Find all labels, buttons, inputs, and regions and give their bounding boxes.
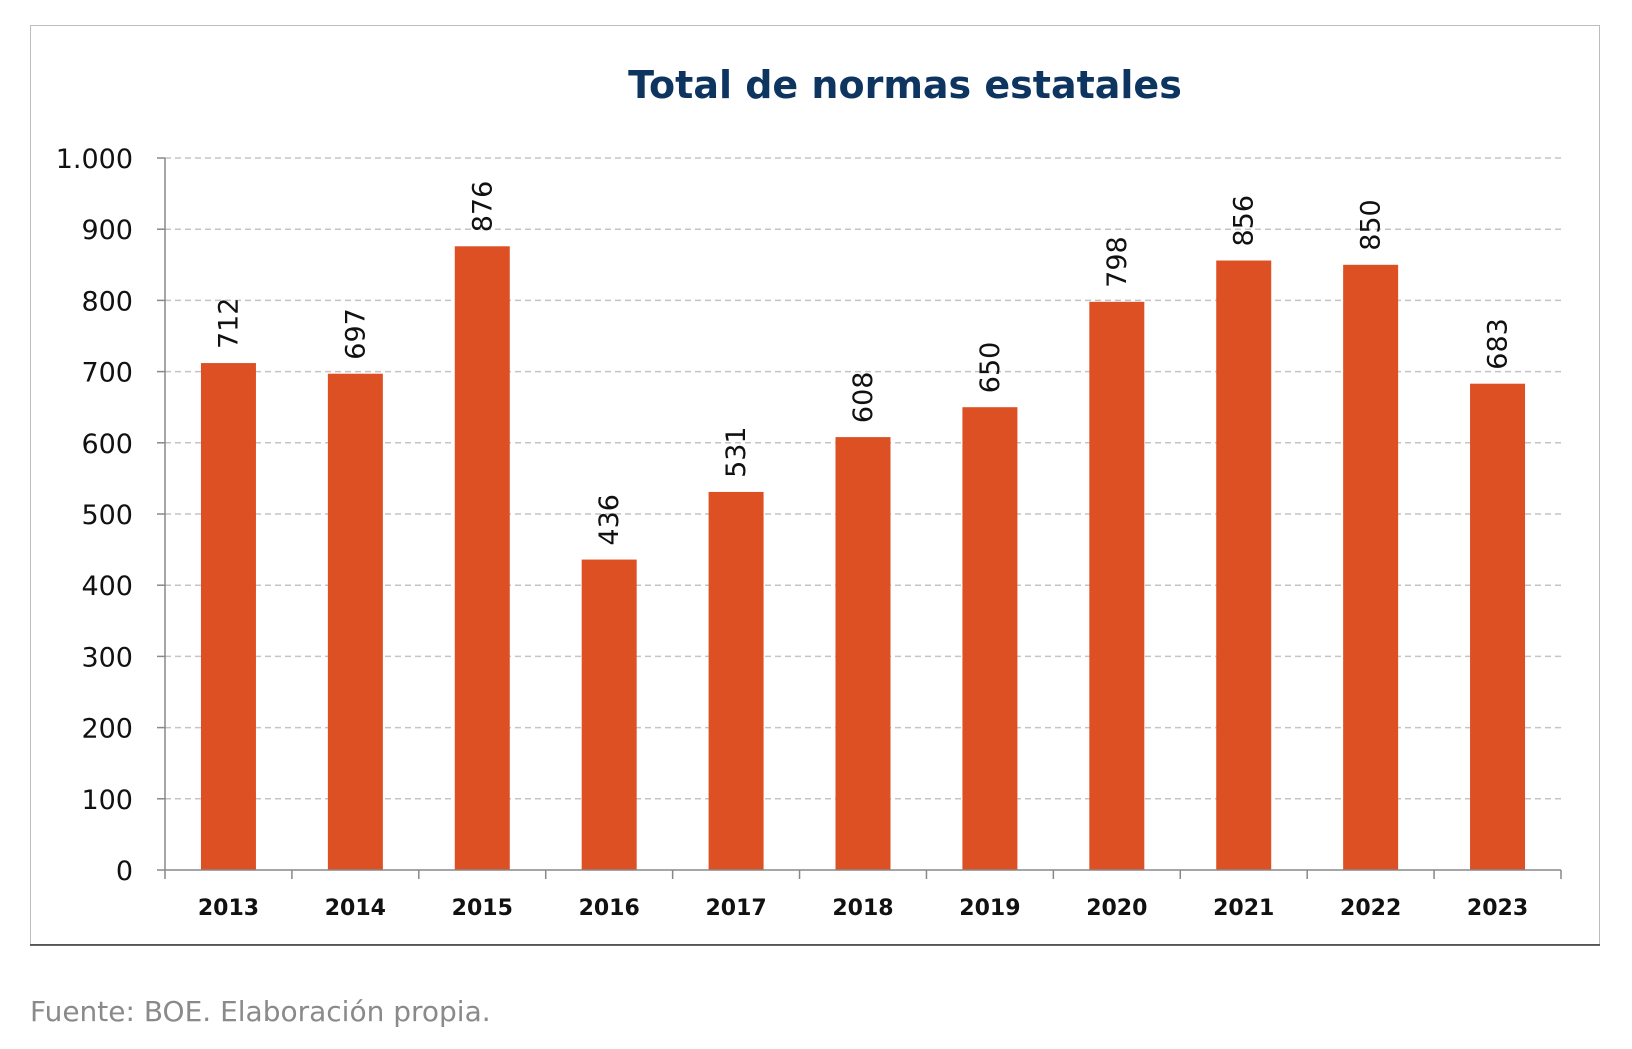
y-tick-label: 300	[81, 642, 133, 673]
data-label: 436	[594, 494, 625, 546]
y-tick-label: 800	[81, 286, 133, 317]
data-label: 876	[467, 181, 498, 233]
data-label: 650	[975, 342, 1006, 394]
y-tick-label: 700	[81, 358, 133, 389]
y-tick-label: 600	[81, 429, 133, 460]
data-label: 712	[213, 298, 244, 350]
data-label: 531	[721, 426, 752, 478]
x-tick-label: 2017	[705, 896, 766, 921]
x-tick-label: 2013	[198, 896, 259, 921]
x-tick-label: 2022	[1340, 896, 1401, 921]
bar	[581, 559, 637, 870]
y-tick-label: 1.000	[56, 144, 133, 175]
data-label: 798	[1102, 236, 1133, 288]
x-tick-label: 2014	[325, 896, 386, 921]
x-tick-label: 2016	[579, 896, 640, 921]
x-tick-label: 2021	[1213, 896, 1274, 921]
data-label: 697	[340, 308, 371, 360]
bar	[835, 437, 891, 870]
x-tick-label: 2018	[832, 896, 893, 921]
bar	[1470, 383, 1526, 870]
bar	[327, 373, 383, 870]
bar	[200, 363, 256, 870]
x-tick-label: 2020	[1086, 896, 1147, 921]
y-tick-label: 200	[81, 714, 133, 745]
x-tick-label: 2015	[452, 896, 513, 921]
data-label: 856	[1229, 195, 1260, 247]
y-tick-label: 500	[81, 500, 133, 531]
y-tick-label: 0	[116, 856, 133, 887]
x-tick-label: 2023	[1467, 896, 1528, 921]
data-label: 608	[848, 372, 879, 424]
x-tick-label: 2019	[959, 896, 1020, 921]
bar	[1089, 301, 1145, 871]
bar	[708, 491, 764, 870]
bar	[1343, 264, 1399, 870]
y-tick-label: 400	[81, 571, 133, 602]
chart-frame	[30, 25, 1600, 945]
chart-title: Total de normas estatales	[628, 63, 1182, 107]
bar	[454, 246, 510, 871]
source-note: Fuente: BOE. Elaboración propia.	[30, 995, 491, 1028]
data-label: 683	[1483, 318, 1514, 370]
bar	[1216, 260, 1272, 870]
y-tick-label: 900	[81, 215, 133, 246]
y-tick-label: 100	[81, 785, 133, 816]
bar	[962, 407, 1018, 870]
data-label: 850	[1356, 199, 1387, 251]
